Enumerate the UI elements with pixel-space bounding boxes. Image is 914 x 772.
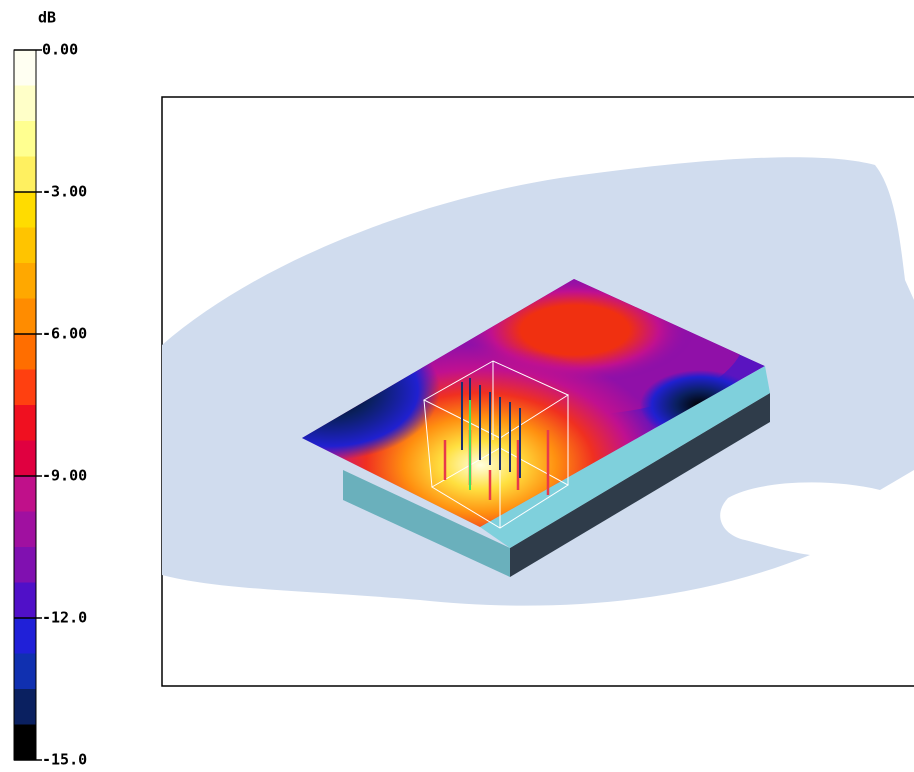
colorbar-tick-label: -12.0 [42,609,87,627]
colorbar-segment [14,263,36,299]
colorbar-segment [14,689,36,725]
colorbar-segment [14,476,36,512]
colorbar-segment [14,511,36,548]
colorbar-segment [14,192,36,228]
colorbar-segment [14,334,36,370]
colorbar-segment [14,440,36,477]
colorbar-tick-label: -15.0 [42,751,87,769]
colorbar-segment [14,50,36,86]
colorbar-segment [14,85,36,122]
colorbar-tick-label: -9.00 [42,467,87,485]
colorbar-tick-label: -3.00 [42,183,87,201]
colorbar-segment [14,121,36,157]
slab-top [480,366,770,548]
colorbar-segment [14,369,36,406]
colorbar-segment [14,405,36,441]
slab-side [510,393,770,577]
colorbar-segment [14,724,36,761]
colorbar-segment [14,547,36,583]
colorbar-segment [14,227,36,264]
colorbar-tick-label: -6.00 [42,325,87,343]
colorbar-segment [14,618,36,654]
slab-front [343,470,510,577]
colorbar-segment [14,298,36,335]
colorbar-tick-label: 0.00 [42,41,78,59]
colorbar-segment [14,156,36,193]
colorbar: 0.00 -3.00 -6.00 -9.00 -12.0 -15.0 [13,41,87,769]
colorbar-segment [14,582,36,619]
colorbar-segment [14,653,36,690]
colorbar-unit: dB [38,9,56,27]
